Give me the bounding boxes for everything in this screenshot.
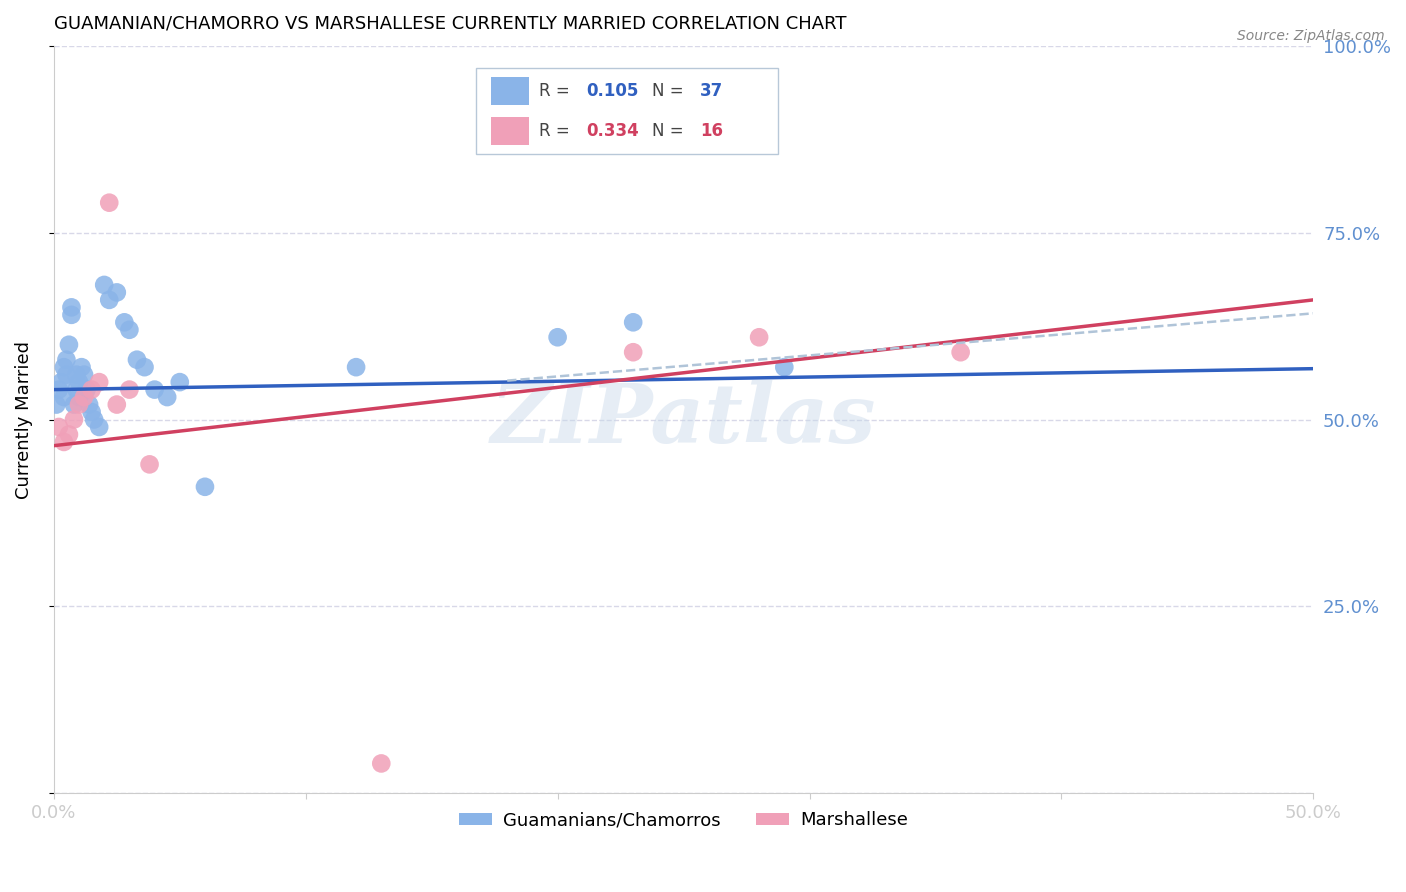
Legend: Guamanians/Chamorros, Marshallese: Guamanians/Chamorros, Marshallese — [453, 805, 915, 837]
Point — [48, 383, 70, 397]
Point — [77, 398, 100, 412]
FancyBboxPatch shape — [491, 117, 529, 145]
Point — [80, 383, 103, 397]
Point — [73, 390, 96, 404]
Point — [48, 420, 70, 434]
Text: 0.105: 0.105 — [586, 82, 638, 100]
Point — [63, 398, 86, 412]
Point — [773, 360, 796, 375]
Point — [98, 195, 121, 210]
Point — [344, 360, 367, 375]
FancyBboxPatch shape — [491, 77, 529, 105]
Point — [134, 360, 156, 375]
Point — [169, 375, 191, 389]
Text: 0.334: 0.334 — [586, 122, 640, 140]
Point — [370, 756, 392, 771]
Point — [45, 398, 67, 412]
Point — [547, 330, 569, 344]
Point — [65, 368, 87, 382]
Point — [621, 345, 644, 359]
Text: R =: R = — [538, 82, 575, 100]
Text: R =: R = — [538, 122, 575, 140]
Point — [52, 434, 75, 449]
Point — [67, 375, 90, 389]
Text: GUAMANIAN/CHAMORRO VS MARSHALLESE CURRENTLY MARRIED CORRELATION CHART: GUAMANIAN/CHAMORRO VS MARSHALLESE CURREN… — [53, 15, 846, 33]
Point — [118, 323, 141, 337]
Point — [83, 412, 105, 426]
Point — [73, 368, 96, 382]
Text: 37: 37 — [700, 82, 723, 100]
Y-axis label: Currently Married: Currently Married — [15, 341, 32, 499]
Point — [89, 420, 111, 434]
Point — [55, 368, 77, 382]
Point — [125, 352, 148, 367]
Point — [60, 301, 83, 315]
Text: N =: N = — [652, 82, 689, 100]
Point — [67, 398, 90, 412]
Point — [65, 383, 87, 397]
Point — [118, 383, 141, 397]
FancyBboxPatch shape — [475, 68, 778, 154]
Point — [60, 308, 83, 322]
Text: N =: N = — [652, 122, 689, 140]
Point — [58, 427, 80, 442]
Point — [143, 383, 166, 397]
Point — [51, 375, 73, 389]
Point — [194, 480, 217, 494]
Point — [80, 405, 103, 419]
Point — [156, 390, 179, 404]
Point — [63, 412, 86, 426]
Point — [138, 458, 160, 472]
Point — [52, 360, 75, 375]
Text: 16: 16 — [700, 122, 723, 140]
Point — [70, 360, 93, 375]
Text: ZIPatlas: ZIPatlas — [491, 379, 876, 459]
Point — [105, 398, 128, 412]
Point — [621, 315, 644, 329]
Point — [105, 285, 128, 300]
Point — [55, 352, 77, 367]
Point — [98, 293, 121, 307]
Point — [112, 315, 135, 329]
Point — [93, 277, 115, 292]
Text: Source: ZipAtlas.com: Source: ZipAtlas.com — [1237, 29, 1385, 43]
Point — [58, 337, 80, 351]
Point — [76, 383, 98, 397]
Point — [52, 390, 75, 404]
Point — [67, 390, 90, 404]
Point — [748, 330, 770, 344]
Point — [89, 375, 111, 389]
Point — [949, 345, 972, 359]
